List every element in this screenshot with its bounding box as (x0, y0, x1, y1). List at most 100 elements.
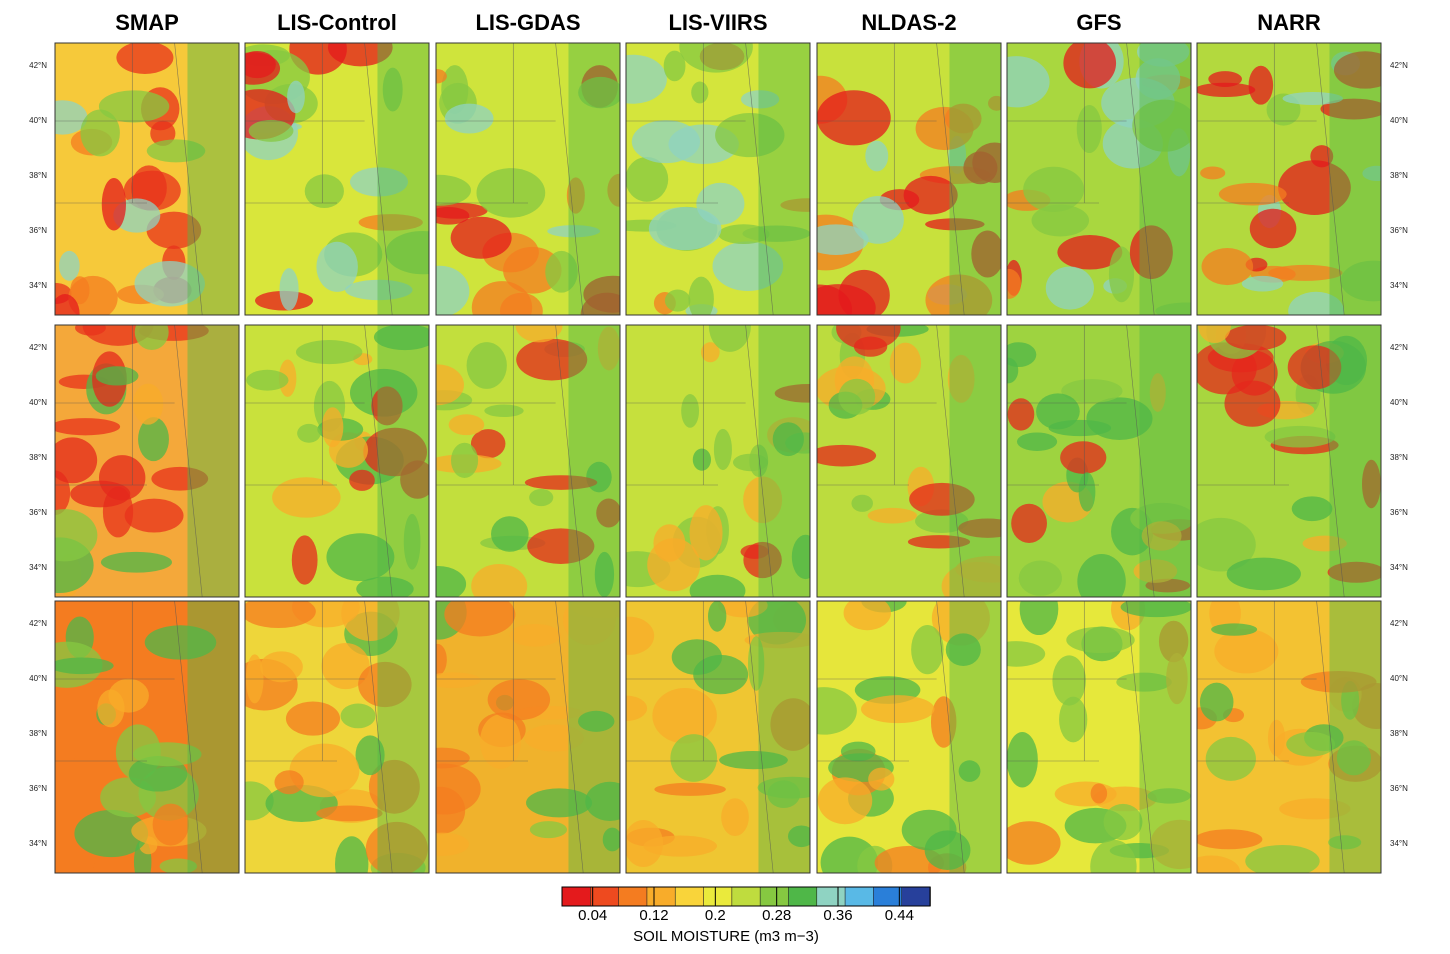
map-region (436, 763, 481, 815)
map-panel (245, 325, 429, 597)
map-region (743, 476, 783, 524)
map-region (585, 781, 620, 822)
map-region (1158, 620, 1189, 663)
lat-label: 38°N (1390, 453, 1408, 462)
map-region (688, 276, 714, 315)
lat-label: 34°N (29, 839, 47, 848)
map-panel (626, 325, 810, 597)
map-region (55, 437, 98, 484)
colorbar-tick-label: 0.36 (823, 907, 852, 924)
map-region (150, 120, 176, 146)
map-region (1268, 264, 1343, 281)
colorbar-tick-label: 0.44 (885, 907, 914, 924)
map-region (385, 230, 429, 275)
map-region (713, 428, 732, 471)
map-region (97, 689, 125, 728)
map-region (719, 751, 788, 770)
colorbar-tick-label: 0.12 (639, 907, 668, 924)
map-region (817, 224, 869, 255)
map-region (1361, 459, 1381, 509)
map-region (260, 651, 303, 683)
map-region (152, 803, 189, 846)
map-region (1248, 65, 1274, 105)
map-region (1016, 432, 1058, 451)
colorbar-tick-label: 0.04 (578, 907, 607, 924)
map-frame (435, 600, 621, 874)
map-region (471, 563, 528, 597)
map-region (1226, 557, 1301, 591)
lat-label: 36°N (29, 784, 47, 793)
map-region (838, 378, 876, 415)
map-region (689, 505, 723, 561)
map-region (1201, 248, 1254, 286)
map-region (327, 43, 393, 67)
map-region (450, 442, 479, 479)
map-frame (1006, 324, 1192, 598)
colorbar-box (731, 886, 761, 907)
map-region (1147, 788, 1191, 804)
colorbar-tick-label: 0.28 (762, 907, 791, 924)
map-panel (1197, 601, 1381, 873)
map-region (1078, 472, 1096, 512)
state-border (55, 43, 203, 315)
map-region (1023, 166, 1085, 212)
map-region (68, 757, 96, 773)
map-frame (625, 42, 811, 316)
map-region (909, 482, 975, 516)
lat-label: 34°N (1390, 563, 1408, 572)
colorbar-frame (561, 886, 931, 907)
map-region (80, 109, 120, 157)
map-east (377, 325, 429, 597)
map-region (55, 294, 80, 315)
map-region (1320, 98, 1381, 120)
map-east (568, 601, 620, 873)
map-region (868, 767, 895, 791)
map-region (1291, 496, 1333, 522)
map-region (1018, 560, 1062, 596)
map-region (907, 535, 971, 549)
map-region (146, 139, 206, 163)
map-region (134, 261, 205, 307)
map-region (817, 90, 891, 146)
map-region (865, 140, 889, 172)
map-region (791, 534, 810, 580)
map-region (691, 81, 709, 104)
map-region (279, 268, 299, 311)
map-region (1116, 672, 1172, 692)
map-region (1045, 266, 1094, 310)
map-region (1007, 641, 1046, 667)
map-frame (54, 42, 240, 316)
map-region (1141, 521, 1182, 551)
map-region (860, 695, 935, 724)
map-region (1135, 58, 1181, 100)
map-region (647, 538, 701, 592)
map-region (444, 601, 516, 637)
map-region (529, 821, 568, 839)
lat-label: 42°N (1390, 619, 1408, 628)
map-region (1197, 829, 1263, 850)
map-frame (1196, 42, 1382, 316)
map-region (1120, 601, 1191, 618)
map-region (1057, 235, 1123, 270)
map-region (903, 175, 958, 215)
map-panel (817, 43, 1001, 315)
map-region (1300, 670, 1377, 693)
map-region (316, 241, 358, 292)
map-region (971, 230, 1001, 278)
map-region (955, 555, 1001, 583)
map-region (403, 513, 421, 570)
state-border (245, 601, 393, 873)
map-region (100, 551, 173, 573)
map-region (436, 265, 470, 315)
lat-label: 38°N (29, 171, 47, 180)
map-frame (816, 42, 1002, 316)
map-region (1007, 342, 1037, 368)
map-region (289, 743, 360, 798)
map-frame (625, 324, 811, 598)
column-title: LIS-GDAS (475, 10, 580, 35)
map-region (1086, 397, 1153, 440)
map-region (747, 636, 765, 691)
lat-label: 34°N (29, 281, 47, 290)
map-region (626, 616, 655, 655)
map-region (98, 455, 146, 501)
